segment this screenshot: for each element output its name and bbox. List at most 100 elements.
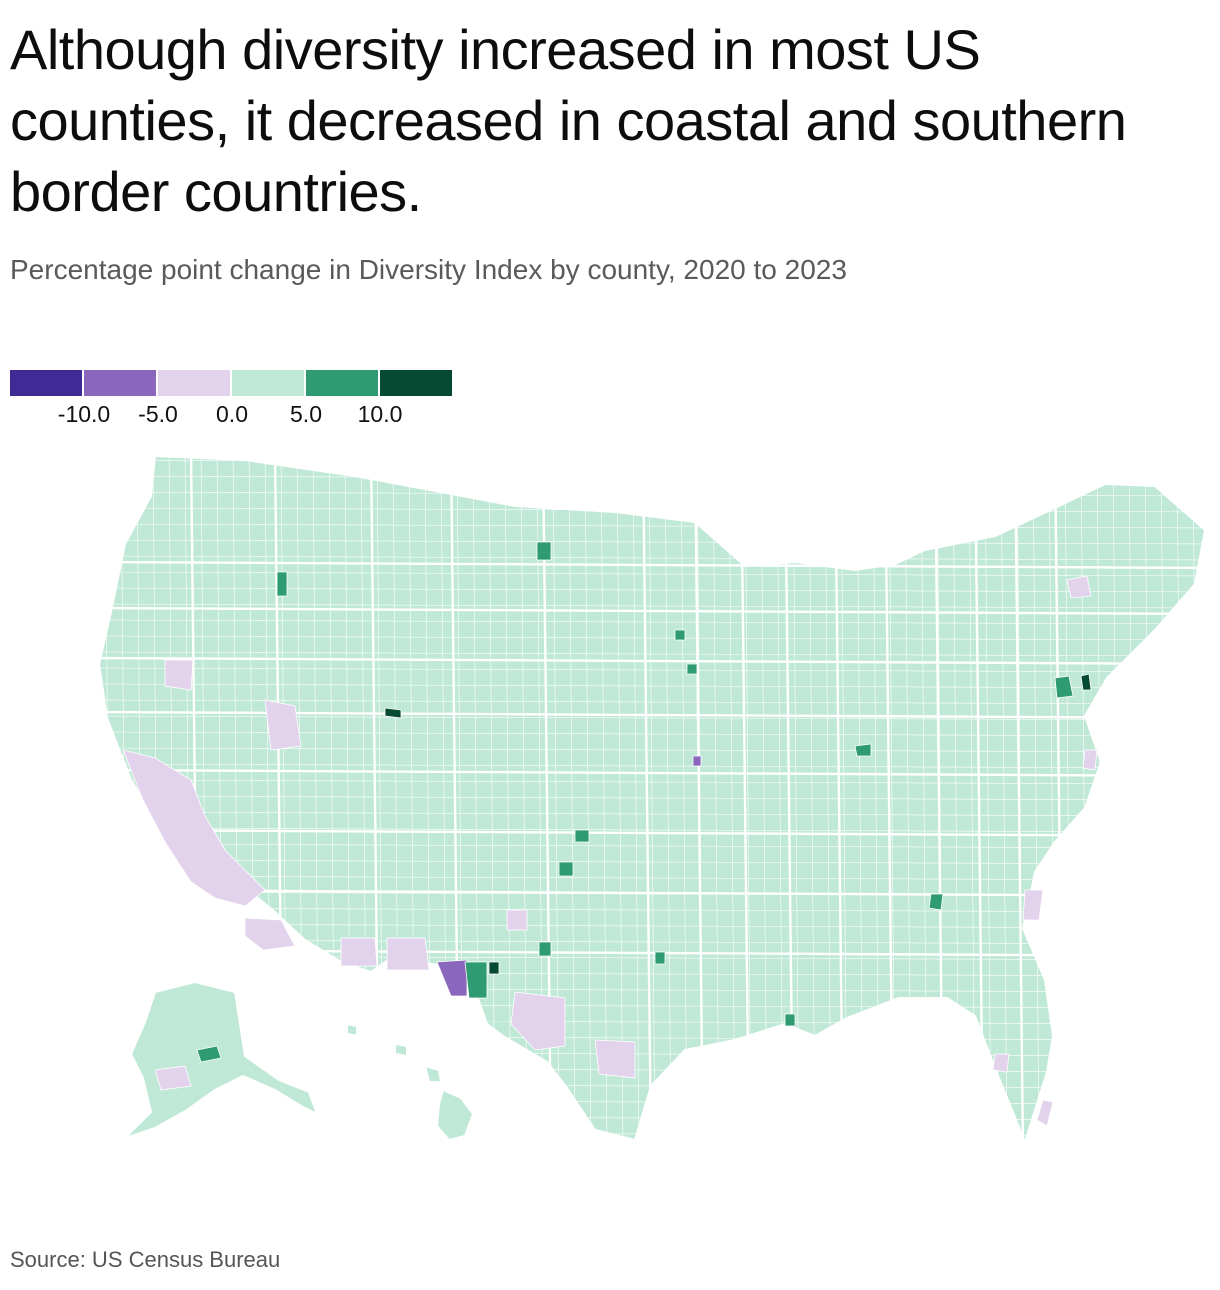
county-boundary: [600, 456, 608, 1142]
legend-swatch-bin-3: [158, 370, 230, 396]
county-boundary: [680, 456, 688, 1142]
county-boundary: [648, 456, 656, 1142]
hawaii-oahu: [394, 1042, 408, 1058]
county-decrease-small: [992, 1053, 1010, 1073]
county-boundary: [99, 827, 1205, 833]
hawaii-counties: [346, 1022, 475, 1142]
legend-tick-label: -5.0: [138, 401, 178, 427]
legend-swatch-bin-5: [306, 370, 378, 396]
county-decrease-small: [264, 699, 302, 751]
county-boundary: [104, 456, 112, 1142]
county-decrease-small: [244, 917, 296, 951]
county-boundary: [99, 555, 1205, 561]
county-boundary: [99, 843, 1205, 849]
state-boundary: [99, 560, 1205, 570]
legend-swatch-bin-6: [380, 370, 452, 396]
county-decrease-small: [1066, 575, 1092, 599]
us-county-map-svg: [95, 450, 1215, 1150]
county-boundary: [712, 456, 720, 1142]
county-increase-medium: [574, 829, 590, 843]
county-choropleth-map: [95, 450, 1215, 1150]
county-boundary: [99, 875, 1205, 881]
county-decrease-small: [1082, 749, 1098, 771]
legend-tick-label: 0.0: [216, 401, 248, 427]
county-increase-medium: [854, 743, 872, 757]
county-increase-large: [384, 707, 402, 719]
county-decrease-small: [594, 1039, 636, 1079]
county-increase-medium: [654, 951, 666, 965]
county-boundary: [99, 619, 1205, 625]
county-boundary: [99, 763, 1205, 769]
county-decrease-small: [122, 749, 266, 907]
county-boundary: [99, 523, 1205, 529]
county-decrease-medium: [692, 755, 702, 767]
hawaii-kauai: [346, 1022, 358, 1038]
county-boundary: [99, 1131, 1205, 1137]
county-increase-medium: [928, 893, 944, 911]
county-decrease-small: [340, 937, 378, 967]
county-increase-large: [488, 961, 500, 975]
county-increase-medium: [1054, 675, 1074, 699]
county-increase-medium: [674, 629, 686, 641]
county-boundary: [99, 651, 1205, 657]
legend-swatches: [10, 370, 452, 396]
county-decrease-small: [1022, 889, 1044, 921]
county-increase-medium: [464, 961, 488, 999]
chart-subtitle: Percentage point change in Diversity Ind…: [10, 254, 847, 285]
county-boundary: [584, 456, 592, 1142]
county-increase-medium: [784, 1013, 796, 1027]
legend-tick-label: -10.0: [57, 401, 111, 427]
hawaii-maui: [423, 1064, 443, 1083]
county-boundary: [616, 456, 624, 1142]
state-boundary: [99, 768, 1205, 778]
county-boundary: [664, 456, 672, 1142]
county-increase-large: [1080, 673, 1092, 691]
county-increase-medium: [276, 571, 288, 597]
county-decrease-small: [506, 909, 528, 931]
county-boundary: [504, 456, 512, 1142]
county-boundary: [99, 811, 1205, 817]
county-boundary: [1209, 450, 1215, 1150]
county-decrease-small: [386, 937, 430, 971]
county-highlights: [122, 541, 1098, 1127]
county-boundary: [99, 603, 1205, 609]
county-decrease-small: [510, 991, 566, 1051]
county-increase-medium: [686, 663, 698, 675]
source-note: Source: US Census Bureau: [10, 1247, 281, 1272]
county-boundary: [99, 635, 1205, 641]
county-boundary: [99, 795, 1205, 801]
state-boundary: [693, 456, 705, 1142]
chart-title: Although diversity increased in most US …: [10, 18, 1127, 223]
county-decrease-small: [154, 1065, 192, 1091]
legend-swatch-bin-2: [84, 370, 156, 396]
hawaii-big-island: [435, 1088, 475, 1142]
county-boundary: [632, 456, 640, 1142]
county-increase-medium: [196, 1045, 222, 1063]
state-boundary: [99, 606, 1205, 616]
color-legend: -10.0 -5.0 0.0 5.0 10.0: [10, 370, 454, 430]
county-boundary: [99, 859, 1205, 865]
county-boundary: [99, 539, 1205, 545]
state-boundary: [99, 656, 1205, 666]
state-boundary: [641, 456, 653, 1142]
legend-swatch-bin-4: [232, 370, 304, 396]
county-boundary: [728, 456, 736, 1142]
legend-tick-label: 10.0: [357, 401, 403, 427]
county-boundary: [568, 456, 576, 1142]
county-boundary: [99, 699, 1205, 705]
county-boundary: [95, 1148, 1215, 1150]
legend-swatch-bin-1: [10, 370, 82, 396]
county-increase-medium: [538, 941, 552, 957]
county-boundary: [99, 779, 1205, 785]
county-boundary: [99, 667, 1205, 673]
state-boundary: [99, 828, 1205, 838]
county-decrease-small: [164, 659, 194, 691]
county-decrease-small: [1036, 1099, 1054, 1127]
legend-tick-label: 5.0: [290, 401, 322, 427]
alaska-landmass: [124, 980, 319, 1139]
county-boundary: [99, 683, 1205, 689]
county-increase-medium: [536, 541, 552, 561]
county-increase-medium: [558, 861, 574, 877]
county-decrease-medium: [436, 959, 468, 997]
alaska-counties: [124, 980, 319, 1139]
